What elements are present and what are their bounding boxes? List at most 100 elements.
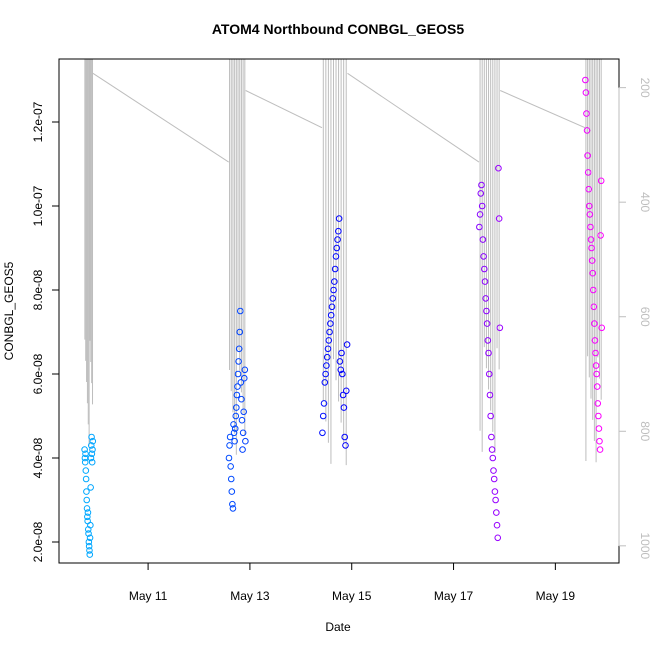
data-point [483,307,490,315]
data-point [593,370,600,378]
y-tick-label: 2.0e-08 [31,521,45,562]
data-point [231,425,239,432]
data-point [339,391,347,399]
data-point [86,551,94,558]
data-point [336,358,344,365]
data-point [225,454,233,462]
chart-title: ATOM4 Northbound CONBGL_GEOS5 [212,21,464,37]
data-point [87,521,94,529]
data-point [331,265,339,273]
data-point [239,446,246,453]
data-point [487,412,494,420]
data-point [494,534,502,542]
data-point [83,496,91,504]
data-point [485,370,493,378]
data-point [326,328,333,336]
data-point [590,303,598,311]
data-point [238,416,246,424]
data-point [476,211,484,218]
data-point [584,169,592,176]
data-point [595,425,603,432]
x-tick-label: May 15 [332,589,372,603]
data-point [86,534,94,542]
data-point [84,509,92,516]
data-point [319,412,327,420]
data-point [341,433,349,441]
data-point [320,400,328,407]
data-point [327,320,334,327]
data-point [338,349,345,357]
data-point [335,215,343,222]
data-point [330,286,337,294]
data-point [87,484,94,491]
data-point [476,223,483,231]
data-point [89,437,97,445]
data-point [333,244,341,252]
data-point [231,437,238,445]
data-point [227,463,234,470]
data-point [582,76,589,84]
data-point [488,433,495,441]
y-tick-label: 6.0e-08 [31,353,45,394]
pressure-transit [92,72,229,163]
data-point [230,421,237,428]
data-point [583,110,590,117]
data-point [596,437,603,445]
pressure-transit [500,90,586,129]
data-point [234,370,242,378]
data-point [478,181,485,189]
data-point [592,362,600,369]
data-point [322,370,329,378]
data-point [239,429,247,437]
data-point [492,496,499,504]
data-point [85,538,93,546]
series-flight-3 [319,215,351,449]
data-point [495,215,503,222]
data-point [482,295,490,302]
data-point [584,152,591,159]
data-point [332,253,340,260]
data-point [589,269,596,277]
data-point [596,446,604,453]
data-point [339,370,346,378]
series-flight-4 [476,164,504,542]
data-point [582,89,590,96]
y2-tick-label: 1000 [638,532,650,559]
data-point [241,366,249,374]
data-point [324,345,332,353]
data-point [229,505,237,512]
data-point [240,408,247,416]
pressure-transit [245,90,323,129]
data-point [342,442,349,449]
data-point [342,387,350,395]
data-point [496,324,504,332]
data-point [484,337,492,344]
data-point [89,446,96,453]
data-point [585,185,593,193]
data-point [83,505,91,512]
data-point [87,454,95,462]
pressure-transit [347,72,480,163]
y-tick-label: 1.2e-07 [31,101,45,142]
data-point [226,442,233,449]
data-point [81,446,88,453]
data-point [321,379,329,386]
data-point [237,379,245,386]
y-tick-label: 1.0e-07 [31,185,45,226]
y2-tick-label: 800 [638,421,650,441]
data-point [485,349,492,357]
data-point [329,295,337,302]
data-point [236,328,244,336]
data-point [82,450,89,458]
y2-tick-label: 600 [638,307,650,327]
pressure-lines [84,59,602,466]
data-point [230,429,238,437]
y2-tick-label: 400 [638,192,650,212]
data-point [232,412,240,420]
y-axis-label: CONBGL_GEOS5 [2,261,16,360]
data-point [591,337,599,344]
data-point [491,488,499,495]
data-point [327,311,335,319]
data-point [334,236,341,243]
